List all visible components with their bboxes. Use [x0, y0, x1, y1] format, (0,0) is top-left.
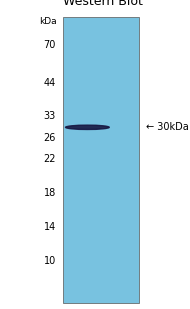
Ellipse shape — [66, 125, 109, 129]
Text: 70: 70 — [44, 40, 56, 50]
Text: kDa: kDa — [39, 17, 57, 26]
Text: 44: 44 — [44, 78, 56, 88]
Text: 22: 22 — [44, 154, 56, 164]
Text: ← 30kDa: ← 30kDa — [146, 122, 189, 132]
Text: 10: 10 — [44, 256, 56, 266]
Text: 33: 33 — [44, 111, 56, 121]
Bar — [63, 17, 139, 303]
Text: 14: 14 — [44, 222, 56, 232]
Text: Western Blot: Western Blot — [63, 0, 142, 8]
Text: 18: 18 — [44, 188, 56, 198]
Text: 26: 26 — [44, 133, 56, 142]
